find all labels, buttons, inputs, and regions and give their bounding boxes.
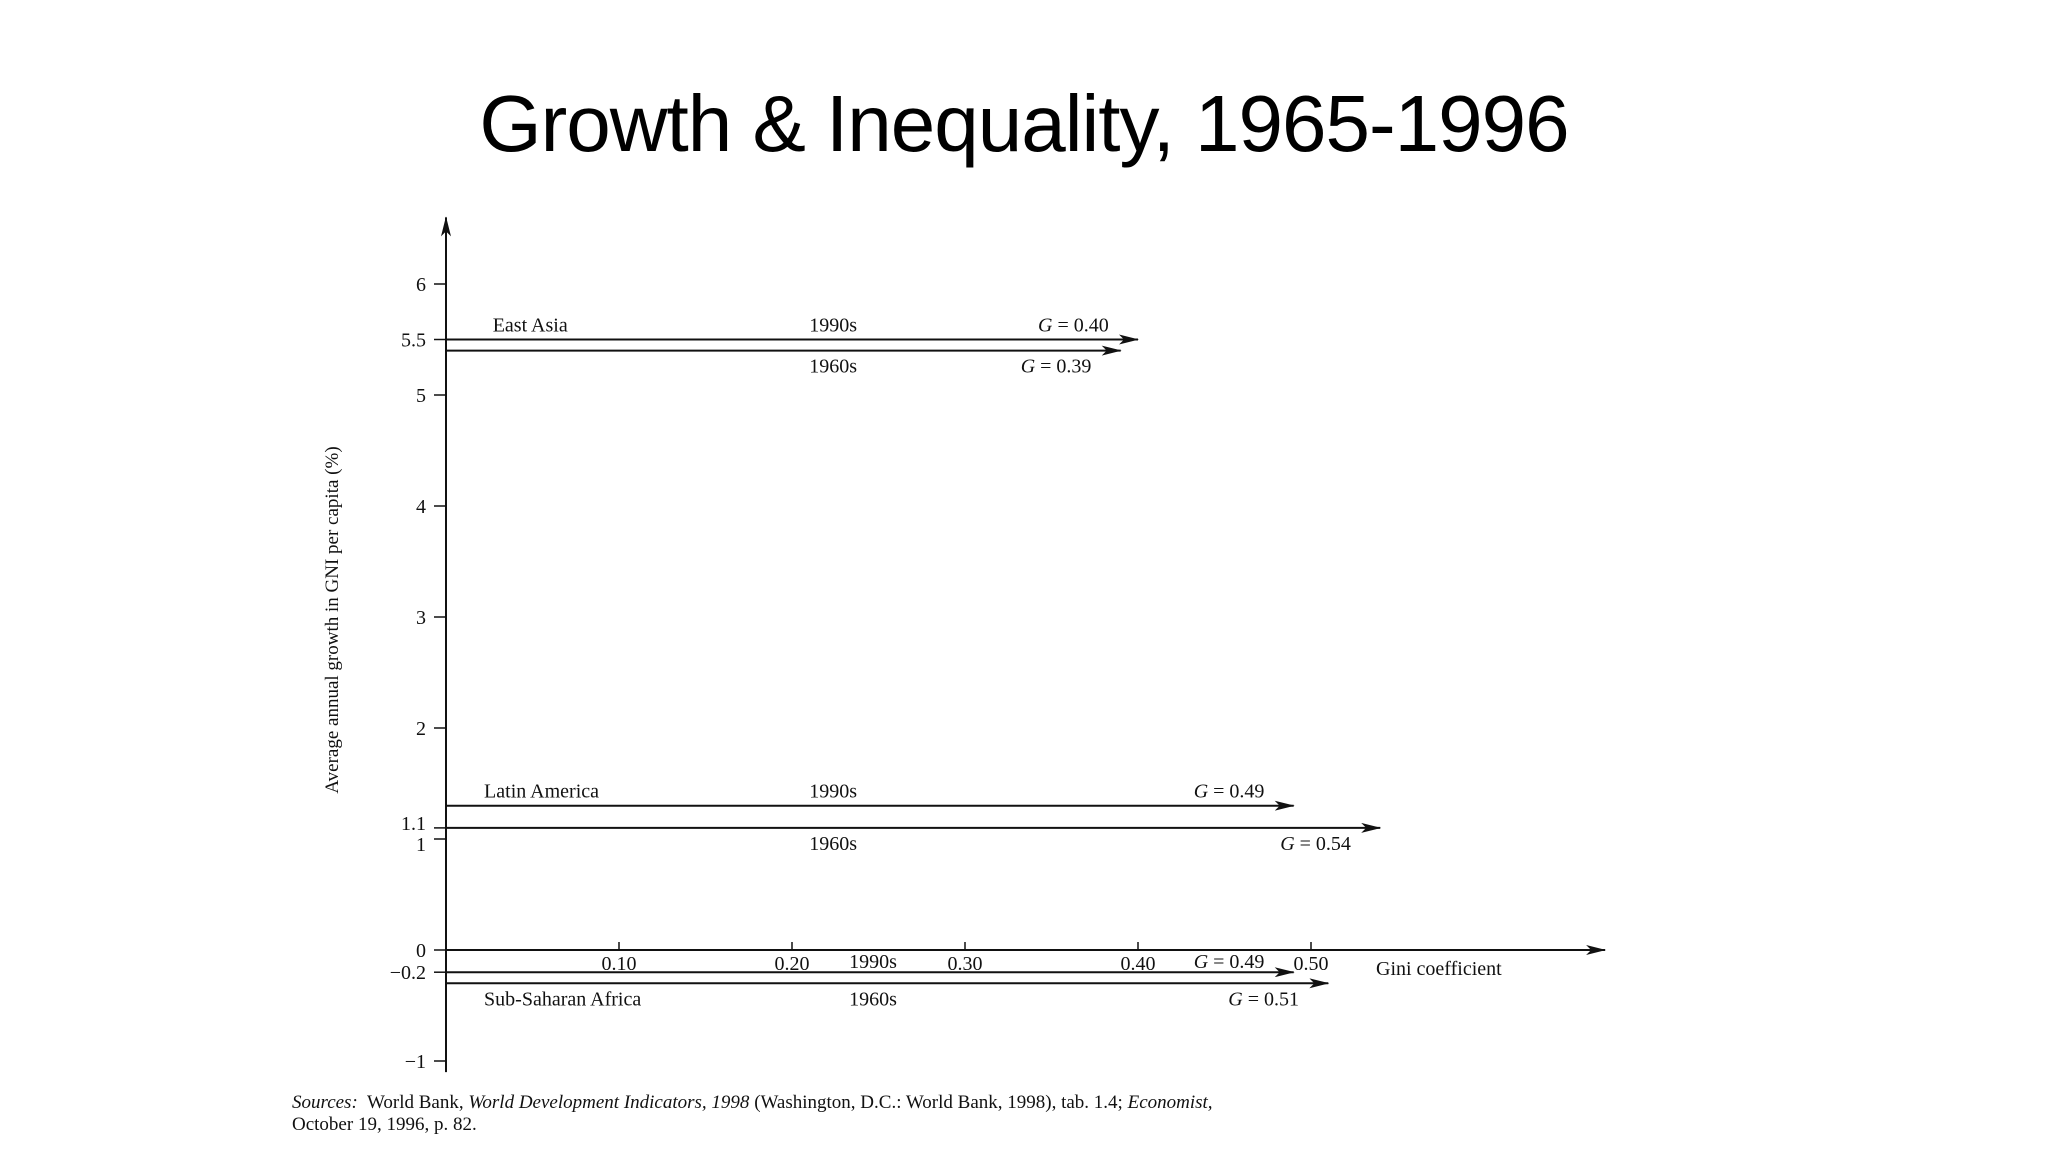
series-period-label: 1990s xyxy=(849,951,897,973)
series-period-label: 1990s xyxy=(809,315,857,337)
y-tick-label: −0.2 xyxy=(390,962,426,984)
series-gini-label: G = 0.40 xyxy=(1038,315,1109,337)
x-tick-label: 0.10 xyxy=(602,953,637,975)
y-axis-label: Average annual growth in GNI per capita … xyxy=(322,446,343,793)
series-gini-label: G = 0.49 xyxy=(1194,781,1265,803)
x-tick-label: 0.30 xyxy=(948,953,983,975)
x-tick-label: 0.40 xyxy=(1121,953,1156,975)
y-tick-label: 0 xyxy=(416,940,426,962)
series-period-label: 1990s xyxy=(809,781,857,803)
y-tick-label: 2 xyxy=(416,718,426,740)
source-note: Sources: World Bank, World Development I… xyxy=(292,1092,1632,1136)
x-axis-label: Gini coefficient xyxy=(1376,958,1502,980)
y-tick-label: 5.5 xyxy=(401,330,426,352)
y-tick-label: 1.1 xyxy=(401,813,426,835)
series-gini-label: G = 0.49 xyxy=(1194,951,1265,973)
series-gini-label: G = 0.51 xyxy=(1228,988,1299,1010)
region-label: Latin America xyxy=(484,781,599,803)
source-italic1: World Development Indicators, 1998 xyxy=(468,1092,750,1113)
source-part3: October 19, 1996, p. 82. xyxy=(292,1114,477,1135)
x-tick-label: 0.20 xyxy=(775,953,810,975)
y-tick-label: 1 xyxy=(416,834,426,856)
y-tick-label: 5 xyxy=(416,385,426,407)
y-tick-label: 3 xyxy=(416,607,426,629)
region-label: Sub-Saharan Africa xyxy=(484,988,641,1010)
y-tick-label: 6 xyxy=(416,274,426,296)
slide-title: Growth & Inequality, 1965-1996 xyxy=(479,79,1569,168)
source-part1: World Bank, xyxy=(366,1092,464,1113)
region-label: East Asia xyxy=(493,315,568,337)
series-period-label: 1960s xyxy=(809,356,857,378)
series-gini-label: G = 0.54 xyxy=(1280,833,1351,855)
x-tick-label: 0.50 xyxy=(1294,953,1329,975)
source-label: Sources: xyxy=(292,1092,358,1113)
series-period-label: 1960s xyxy=(849,988,897,1010)
source-italic2: Economist, xyxy=(1127,1092,1213,1113)
y-tick-label: −1 xyxy=(405,1051,426,1073)
y-tick-label: 4 xyxy=(416,496,426,518)
series-gini-label: G = 0.39 xyxy=(1021,356,1092,378)
series-period-label: 1960s xyxy=(809,833,857,855)
source-part2: (Washington, D.C.: World Bank, 1998), ta… xyxy=(754,1092,1123,1113)
